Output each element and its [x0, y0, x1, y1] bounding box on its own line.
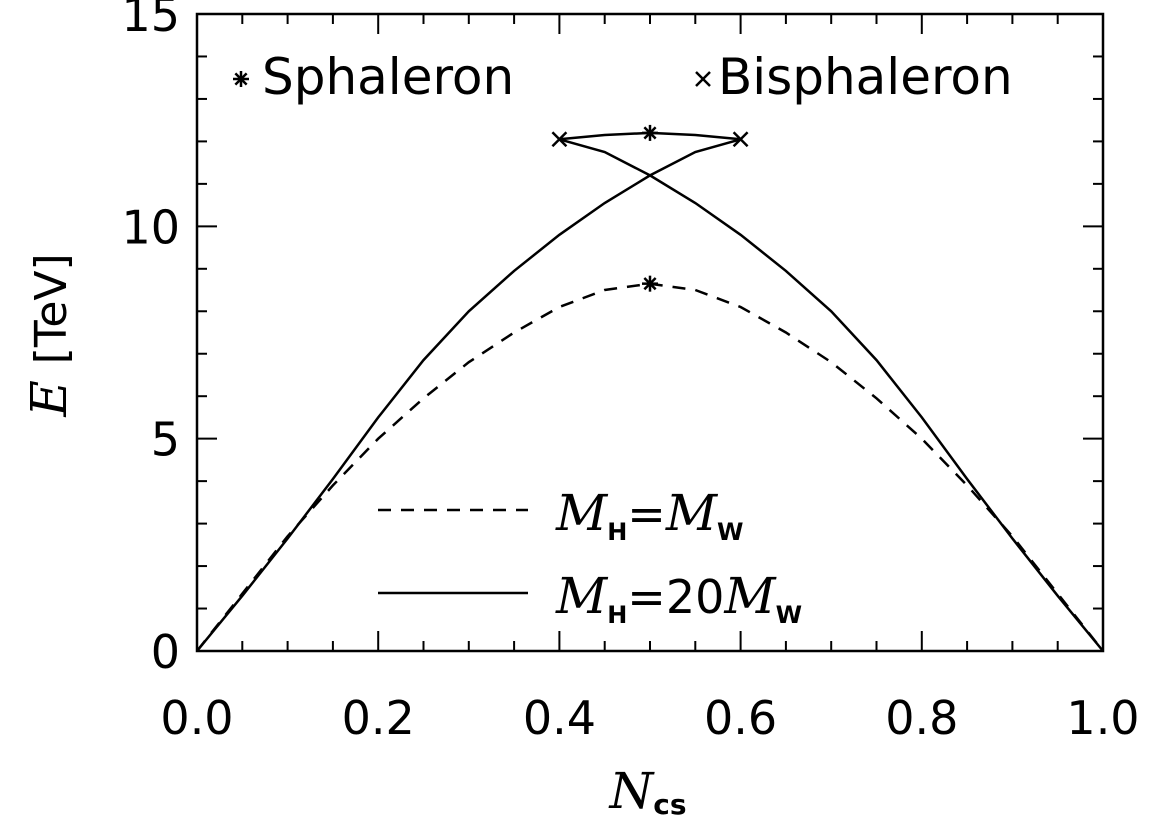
- axis-labels: Ncs E [TeV]: [20, 253, 687, 817]
- legend-sphaleron-label: Sphaleron: [262, 48, 514, 106]
- sphaleron-marker: [642, 124, 658, 141]
- x-tick-label: 0.4: [523, 691, 596, 745]
- x-axis-label: Ncs: [608, 762, 686, 817]
- marker-layer: [551, 124, 749, 292]
- x-tick-label: 0.6: [704, 691, 777, 745]
- x-tick-label: 0.2: [342, 691, 415, 745]
- y-tick-label: 15: [121, 0, 180, 42]
- sphaleron-marker: [642, 275, 658, 292]
- bisphaleron-marker: [732, 131, 749, 148]
- legend-series-label: MH=MW: [555, 484, 744, 546]
- x-tick-label: 0.8: [885, 691, 958, 745]
- legend-bisphaleron-marker: [695, 71, 711, 87]
- legend-sphaleron-marker: [233, 71, 249, 87]
- plot-frame: [195, 12, 1105, 653]
- bisphaleron-marker: [551, 131, 568, 148]
- x-tick-label: 0.0: [160, 691, 233, 745]
- y-axis-label: E [TeV]: [20, 253, 78, 417]
- legend: Sphaleron Bisphaleron MH=MW MH=20MW: [233, 48, 1013, 629]
- series-line-solid: [559, 138, 1104, 652]
- legend-series-label: MH=20MW: [555, 567, 802, 629]
- axes: 0.0 0.2 0.4 0.6 0.8 1.0 0 5 10 15: [121, 0, 1139, 745]
- y-tick-label: 5: [151, 413, 180, 467]
- y-tick-label: 0: [151, 625, 180, 679]
- legend-bisphaleron-label: Bisphaleron: [718, 48, 1013, 106]
- x-tick-label: 1.0: [1066, 691, 1139, 745]
- y-tick-label: 10: [121, 200, 180, 254]
